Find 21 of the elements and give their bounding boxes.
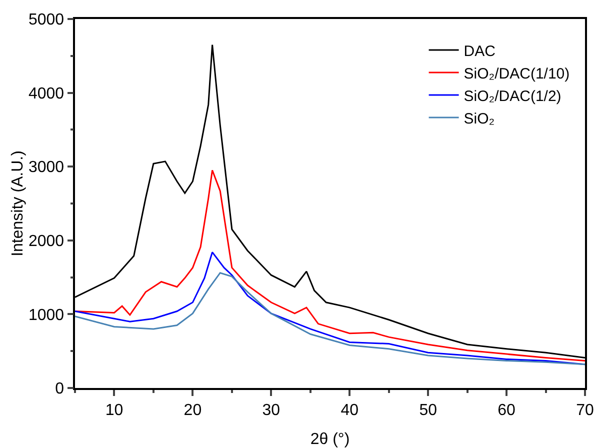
x-tick-label: 60 [498, 402, 516, 419]
x-axis-title: 2θ (°) [310, 431, 350, 448]
y-tick-label: 5000 [28, 12, 64, 29]
line-series [75, 170, 585, 362]
y-tick-label: 1000 [28, 306, 64, 324]
legend-label: SiO₂/DAC(1/2) [464, 88, 562, 105]
y-tick-label: 3000 [28, 159, 64, 176]
x-tick-label: 70 [576, 402, 594, 419]
y-tick-label: 4000 [28, 85, 64, 102]
legend-label: DAC [464, 42, 496, 60]
x-tick-label: 20 [184, 402, 202, 419]
x-tick-label: 10 [105, 402, 124, 419]
y-axis-title: Intensity (A.U.) [9, 150, 26, 256]
line-series [75, 272, 585, 366]
x-tick-label: 30 [262, 402, 280, 419]
y-tick-label: 2000 [28, 233, 64, 250]
x-tick-label: 40 [340, 402, 359, 419]
x-tick-label: 50 [419, 402, 438, 419]
legend-label: SiO₂/DAC(1/10) [464, 65, 570, 82]
legend-label: SiO₂ [464, 110, 495, 128]
y-tick-label: 0 [55, 380, 64, 398]
